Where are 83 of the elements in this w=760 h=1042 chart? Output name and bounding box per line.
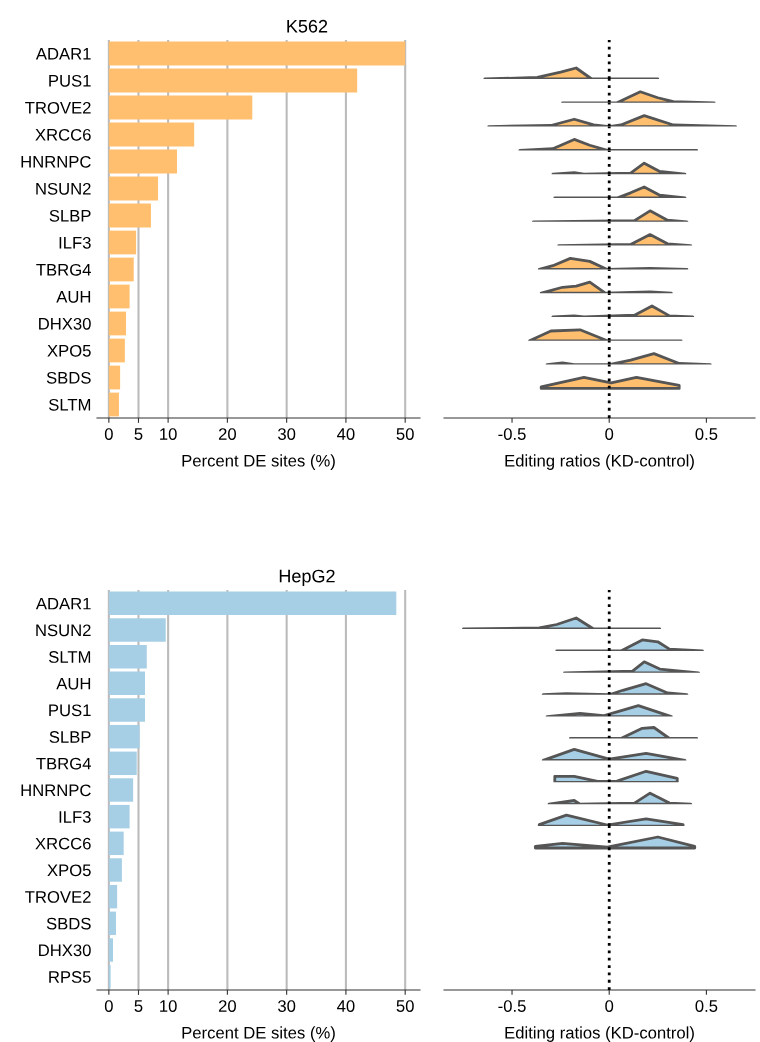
- y-tick-label: TBRG4: [36, 757, 91, 770]
- y-tick-label: PUS1: [49, 74, 91, 87]
- bar: [108, 95, 253, 120]
- y-tick-label: NSUN2: [36, 182, 91, 195]
- y-tick-label: ADAR1: [35, 597, 91, 610]
- bar: [108, 671, 146, 696]
- bar: [108, 338, 125, 363]
- x-tick-label: 0: [104, 428, 113, 440]
- x-axis-title: Percent DE sites (%): [182, 1026, 335, 1042]
- y-tick-label: AUH: [56, 291, 91, 303]
- bar: [108, 149, 178, 174]
- y-tick-label: TROVE2: [25, 891, 91, 903]
- x-axis-title: Editing ratios (KD-control): [505, 454, 694, 470]
- bar: [108, 698, 146, 722]
- y-tick-label: ILF3: [59, 236, 91, 249]
- y-tick-label: SLTM: [48, 651, 91, 663]
- y-tick-label: AUH: [56, 677, 91, 690]
- bar: [108, 804, 130, 829]
- x-axis-title: Percent DE sites (%): [182, 454, 335, 470]
- x-tick-label: 0: [605, 1000, 614, 1012]
- bar: [108, 724, 140, 749]
- x-tick-label: 0: [605, 428, 614, 440]
- y-tick-label: ADAR1: [35, 48, 91, 60]
- bar: [108, 778, 134, 802]
- x-tick-label: 0.5: [695, 428, 718, 440]
- y-tick-label: TBRG4: [36, 263, 91, 276]
- bar: [108, 284, 130, 309]
- y-tick-label: SLBP: [49, 209, 91, 222]
- bar: [108, 938, 113, 962]
- x-tick-label: 30: [278, 428, 296, 440]
- x-axis-title: Editing ratios (KD-control): [505, 1026, 694, 1042]
- x-tick-label: 5: [134, 428, 143, 440]
- bar: [108, 751, 137, 776]
- x-tick-label: 50: [396, 428, 414, 440]
- chart-title: HepG2: [279, 569, 335, 586]
- x-tick-label: -0.5: [498, 1000, 526, 1012]
- x-tick-label: 30: [278, 1000, 296, 1012]
- y-tick-label: HNRNPC: [21, 155, 91, 168]
- chart-title: K562: [287, 19, 328, 33]
- y-tick-label: ILF3: [59, 811, 91, 823]
- x-tick-label: 40: [337, 1000, 355, 1012]
- y-tick-label: XPO5: [47, 344, 91, 357]
- y-tick-label: DHX30: [39, 944, 91, 957]
- y-tick-label: SBDS: [46, 371, 91, 384]
- bar: [108, 591, 397, 616]
- y-tick-label: TROVE2: [25, 101, 91, 114]
- y-tick-label: SLTM: [48, 398, 91, 411]
- bar: [108, 176, 159, 201]
- bar: [108, 644, 147, 669]
- bar: [108, 392, 119, 417]
- bar: [108, 257, 134, 282]
- x-tick-label: 0: [104, 1000, 113, 1012]
- x-tick-label: 10: [160, 1000, 177, 1012]
- bar: [108, 230, 137, 255]
- x-tick-label: 40: [337, 428, 355, 440]
- x-tick-label: 10: [160, 428, 177, 440]
- y-tick-label: XPO5: [47, 864, 91, 877]
- bar: [108, 884, 118, 909]
- bar: [108, 365, 121, 390]
- bar: [108, 203, 151, 228]
- y-tick-label: XRCC6: [35, 837, 91, 850]
- y-tick-label: XRCC6: [35, 128, 91, 141]
- y-tick-label: SLBP: [49, 731, 91, 743]
- x-tick-label: 20: [218, 428, 236, 440]
- y-tick-label: DHX30: [39, 317, 91, 330]
- x-tick-label: 20: [218, 1000, 236, 1012]
- x-tick-label: -0.5: [498, 428, 526, 440]
- bar: [108, 858, 122, 882]
- bar: [108, 311, 127, 336]
- y-tick-label: NSUN2: [36, 624, 91, 637]
- bar: [108, 122, 195, 147]
- y-tick-label: HNRNPC: [21, 784, 91, 797]
- bar: [108, 911, 116, 936]
- x-tick-label: 5: [134, 1000, 143, 1012]
- bar: [108, 41, 406, 66]
- y-tick-label: SBDS: [46, 917, 91, 930]
- x-tick-label: 0.5: [695, 1000, 718, 1012]
- y-tick-label: RPS5: [49, 971, 91, 983]
- bar: [108, 831, 124, 856]
- bar: [108, 68, 358, 93]
- bar: [108, 618, 166, 642]
- x-tick-label: 50: [396, 1000, 414, 1012]
- y-tick-label: PUS1: [49, 704, 91, 717]
